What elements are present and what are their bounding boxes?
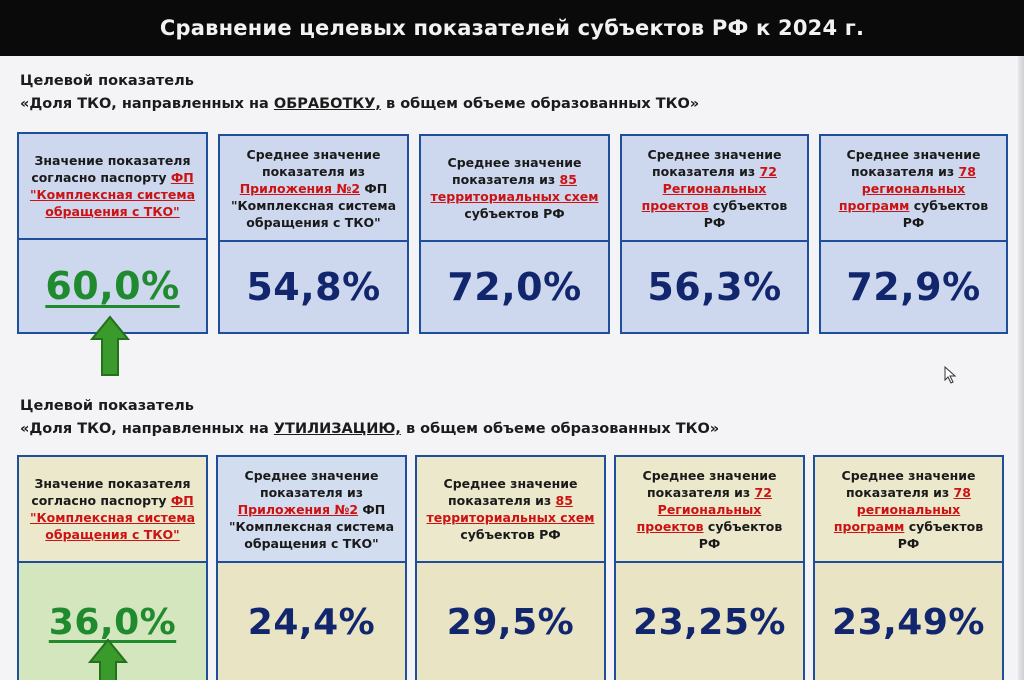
indicator-value: 72,0% [447,265,582,309]
indicator-card-caption: Значение показателя согласно паспорту ФП… [19,134,206,240]
indicator-card-caption: Среднее значение показателя из 78 регион… [815,457,1002,563]
highlighted-source: 78 региональных программ [838,163,976,213]
up-arrow-icon [90,315,130,376]
indicator-card: Среднее значение показателя из 85 террит… [419,134,610,334]
indicator-card: Среднее значение показателя из 72 Регион… [620,134,809,334]
section-2-description: «Доля ТКО, направленных на УТИЛИЗАЦИЮ, в… [20,421,720,437]
indicator-card: Среднее значение показателя из Приложени… [218,134,409,334]
indicator-value: 72,9% [846,265,981,309]
indicator-card-caption: Среднее значение показателя из Приложени… [220,136,407,242]
indicator-value: 54,8% [246,265,381,309]
indicator-card-caption: Значение показателя согласно паспорту ФП… [19,457,206,563]
up-arrow-icon [88,638,128,680]
highlighted-source: 78 региональных программ [833,484,971,534]
section-2-header: Целевой показатель «Доля ТКО, направленн… [20,395,719,441]
title-bar: Сравнение целевых показателей субъектов … [0,0,1024,56]
indicator-card-value-area: 23,25% [616,563,803,680]
highlighted-source: ФП "Комплексная система обращения с ТКО" [29,170,196,219]
indicator-card: Среднее значение показателя из 78 регион… [819,134,1008,334]
highlighted-source: 72 Региональных проектов [641,163,777,213]
indicator-card-caption: Среднее значение показателя из 85 террит… [417,457,604,563]
indicator-card: Среднее значение показателя из 78 регион… [813,455,1004,680]
indicator-card: Среднее значение показателя из 85 террит… [415,455,606,680]
indicator-card-value-area: 72,0% [421,242,608,332]
indicator-value: 36,0% [48,601,177,643]
indicator-card-caption: Среднее значение показателя из Приложени… [218,457,405,563]
screen-edge [1018,56,1024,680]
highlighted-source: 72 Региональных проектов [636,484,772,534]
indicator-value: 23,25% [633,601,786,643]
section-1-label: Целевой показатель [20,73,194,89]
indicator-card-value-area: 60,0% [19,240,206,332]
indicator-value: 23,49% [832,601,985,643]
indicator-value: 60,0% [45,264,180,308]
indicator-card-value-area: 56,3% [622,242,807,332]
highlighted-source: Приложения №2 [237,501,359,517]
indicator-card-value-area: 24,4% [218,563,405,680]
highlighted-source: 85 территориальных схем [430,172,599,204]
indicator-card: Среднее значение показателя из Приложени… [216,455,407,680]
section-1-description: «Доля ТКО, направленных на ОБРАБОТКУ, в … [20,96,700,112]
indicator-card-caption: Среднее значение показателя из 78 регион… [821,136,1006,242]
indicator-card-caption: Среднее значение показателя из 85 террит… [421,136,608,242]
indicator-card-value-area: 23,49% [815,563,1002,680]
highlighted-source: Приложения №2 [239,180,361,196]
indicator-card: Значение показателя согласно паспорту ФП… [17,132,208,334]
indicator-card-caption: Среднее значение показателя из 72 Регион… [616,457,803,563]
indicator-card-value-area: 29,5% [417,563,604,680]
section-1-cards: Значение показателя согласно паспорту ФП… [0,132,1024,352]
indicator-value: 29,5% [446,601,575,643]
indicator-card-value-area: 72,9% [821,242,1006,332]
indicator-card-value-area: 54,8% [220,242,407,332]
mouse-pointer-icon [944,366,957,384]
section-2-cards: Значение показателя согласно паспорту ФП… [0,455,1024,680]
indicator-card-caption: Среднее значение показателя из 72 Регион… [622,136,807,242]
section-2-key-term: УТИЛИЗАЦИЮ, [273,421,401,437]
indicator-card: Среднее значение показателя из 72 Регион… [614,455,805,680]
section-1-header: Целевой показатель «Доля ТКО, направленн… [20,70,699,116]
indicator-value: 24,4% [247,601,376,643]
highlighted-source: ФП "Комплексная система обращения с ТКО" [29,493,196,542]
section-2-label: Целевой показатель [20,398,194,414]
section-1-key-term: ОБРАБОТКУ, [273,96,381,112]
indicator-value: 56,3% [647,265,782,309]
slide-title: Сравнение целевых показателей субъектов … [159,16,865,40]
highlighted-source: 85 территориальных схем [426,493,595,525]
